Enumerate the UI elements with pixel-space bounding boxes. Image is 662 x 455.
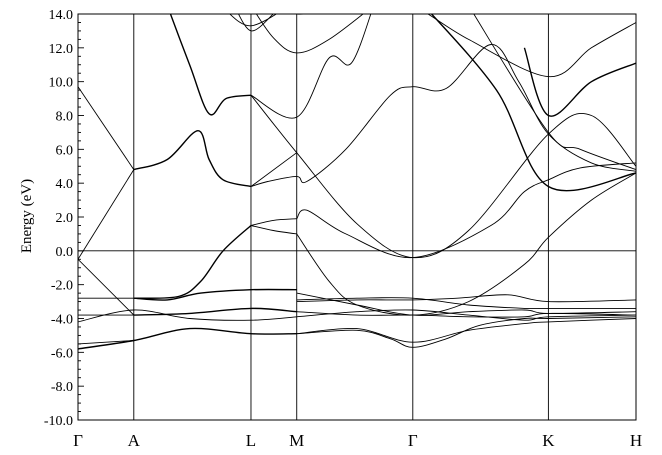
y-tick-label-2: 10.0: [49, 76, 74, 91]
y-tick-label-9: -4.0: [51, 313, 73, 328]
band-line-7: [78, 327, 297, 350]
plot-frame: [77, 13, 637, 421]
band-line-24: [293, 14, 307, 15]
band-line-33: [296, 309, 636, 321]
band-line-21: [238, 14, 274, 32]
y-tick-label-5: 4.0: [56, 177, 74, 192]
band-line-32: [296, 311, 636, 318]
band-line-34: [296, 316, 636, 348]
band-line-11: [78, 309, 297, 323]
band-lines: [78, 14, 636, 350]
band-line-18: [250, 14, 372, 119]
band-line-1: [78, 169, 135, 260]
band-line-23: [255, 14, 364, 54]
band-line-0: [78, 86, 135, 170]
band-line-35: [296, 318, 636, 343]
band-line-12: [133, 224, 252, 299]
y-tick-label-11: -8.0: [51, 380, 73, 395]
band-line-19: [296, 172, 636, 316]
kpoint-label-0: Γ: [73, 431, 83, 450]
kpoint-label-2: L: [246, 431, 256, 450]
y-tick-label-7: 0.0: [56, 245, 74, 260]
band-line-28: [473, 14, 636, 171]
y-tick-label-3: 8.0: [56, 110, 74, 125]
y-tick-label-1: 12.0: [49, 42, 74, 57]
y-tick-label-0: 14.0: [49, 8, 74, 23]
y-axis-title: Energy (eV): [19, 179, 35, 253]
kpoint-label-6: H: [630, 431, 642, 450]
axes: 14.0 12.0 10.0 8.0 6.0 4.0 2.0 0.0 -2.0 -4.0 -6.0 -…: [44, 8, 637, 429]
y-tick-label-8: -2.0: [51, 279, 73, 294]
kpoint-label-5: K: [542, 431, 555, 450]
band-line-2: [78, 258, 135, 316]
band-line-25: [427, 14, 636, 78]
band-line-27: [523, 47, 636, 117]
kpoint-label-4: Γ: [408, 431, 418, 450]
band-line-31: [296, 294, 636, 303]
y-tick-label-6: 2.0: [56, 211, 74, 226]
band-line-6: [133, 307, 297, 316]
band-line-16: [250, 152, 297, 187]
y-tick-label-4: 6.0: [56, 143, 74, 158]
band-line-26: [430, 14, 636, 192]
y-tick-label-12: -10.0: [44, 414, 73, 429]
band-line-4: [169, 14, 252, 116]
band-line-13: [250, 225, 297, 235]
band-line-17: [250, 94, 636, 259]
kpoint-label-3: M: [289, 431, 304, 450]
band-line-20: [296, 162, 636, 259]
band-line-8: [78, 340, 134, 345]
band-line-15: [250, 44, 636, 187]
band-line-3: [133, 129, 252, 188]
band-line-14: [250, 218, 297, 226]
band-line-30: [296, 297, 636, 310]
band-line-5: [133, 288, 297, 301]
y-tick-label-10: -6.0: [51, 346, 73, 361]
kpoint-label-1: A: [128, 431, 141, 450]
